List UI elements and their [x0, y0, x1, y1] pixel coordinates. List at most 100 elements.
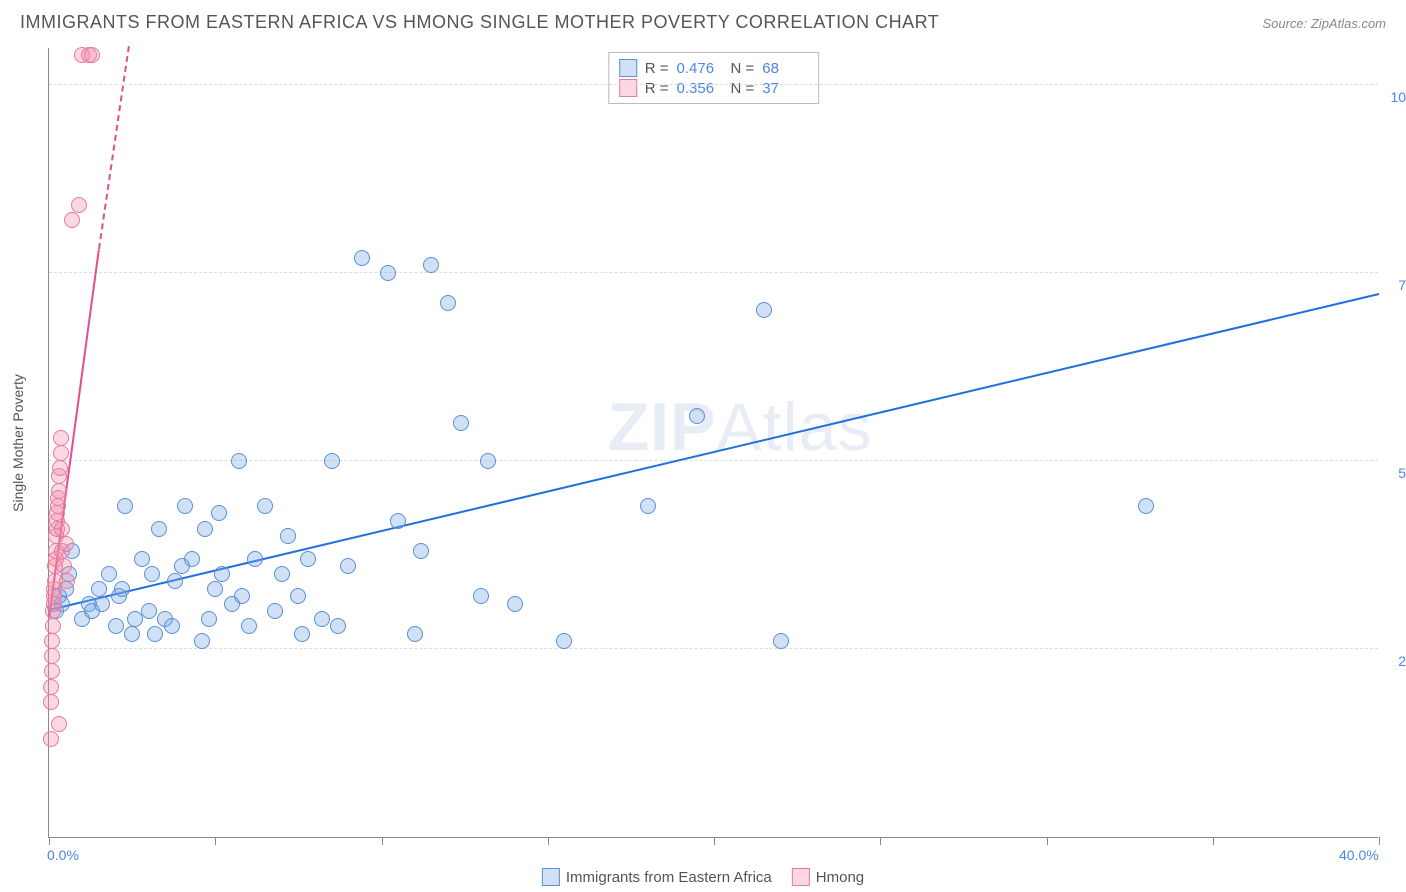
x-tick	[215, 837, 216, 845]
data-point	[177, 498, 193, 514]
data-point	[241, 618, 257, 634]
data-point	[274, 566, 290, 582]
data-point	[52, 460, 68, 476]
legend-label-2: Hmong	[816, 869, 864, 886]
gridline-h	[49, 272, 1378, 273]
data-point	[117, 498, 133, 514]
data-point	[197, 521, 213, 537]
swatch-series1	[542, 868, 560, 886]
x-tick	[1213, 837, 1214, 845]
data-point	[44, 633, 60, 649]
data-point	[44, 663, 60, 679]
data-point	[53, 430, 69, 446]
data-point	[453, 415, 469, 431]
y-tick-label: 50.0%	[1383, 465, 1406, 481]
data-point	[1138, 498, 1154, 514]
data-point	[84, 47, 100, 63]
trend-line	[98, 46, 130, 249]
data-point	[556, 633, 572, 649]
x-tick	[548, 837, 549, 845]
data-point	[756, 302, 772, 318]
data-point	[507, 596, 523, 612]
x-tick-label: 0.0%	[47, 847, 79, 863]
x-tick-label: 40.0%	[1339, 847, 1379, 863]
data-point	[51, 483, 67, 499]
data-point	[640, 498, 656, 514]
data-point	[257, 498, 273, 514]
data-point	[480, 453, 496, 469]
data-point	[390, 513, 406, 529]
data-point	[43, 731, 59, 747]
data-point	[58, 536, 74, 552]
y-tick-label: 100.0%	[1383, 89, 1406, 105]
stat-label-r: R =	[645, 60, 669, 77]
data-point	[167, 573, 183, 589]
stat-label-r: R =	[645, 80, 669, 97]
source-attribution: Source: ZipAtlas.com	[1262, 16, 1386, 31]
data-point	[773, 633, 789, 649]
data-point	[440, 295, 456, 311]
data-point	[45, 618, 61, 634]
legend-label-1: Immigrants from Eastern Africa	[566, 869, 772, 886]
data-point	[91, 581, 107, 597]
data-point	[64, 212, 80, 228]
data-point	[330, 618, 346, 634]
data-point	[267, 603, 283, 619]
data-point	[147, 626, 163, 642]
data-point	[124, 626, 140, 642]
data-point	[71, 197, 87, 213]
x-tick	[49, 837, 50, 845]
data-point	[108, 618, 124, 634]
gridline-h	[49, 84, 1378, 85]
y-axis-label: Single Mother Poverty	[10, 374, 26, 512]
chart-header: IMMIGRANTS FROM EASTERN AFRICA VS HMONG …	[0, 0, 1406, 41]
x-tick	[1047, 837, 1048, 845]
data-point	[144, 566, 160, 582]
data-point	[43, 679, 59, 695]
data-point	[280, 528, 296, 544]
data-point	[54, 521, 70, 537]
data-point	[231, 453, 247, 469]
stats-row-series2: R = 0.356 N = 37	[619, 79, 809, 97]
data-point	[294, 626, 310, 642]
data-point	[207, 581, 223, 597]
x-tick	[714, 837, 715, 845]
data-point	[101, 566, 117, 582]
data-point	[141, 603, 157, 619]
data-point	[413, 543, 429, 559]
data-point	[324, 453, 340, 469]
data-point	[164, 618, 180, 634]
data-point	[43, 694, 59, 710]
data-point	[689, 408, 705, 424]
stat-r-2: 0.356	[677, 80, 723, 97]
data-point	[94, 596, 110, 612]
y-tick-label: 25.0%	[1383, 653, 1406, 669]
stats-row-series1: R = 0.476 N = 68	[619, 59, 809, 77]
data-point	[423, 257, 439, 273]
data-point	[194, 633, 210, 649]
data-point	[354, 250, 370, 266]
x-tick	[1379, 837, 1380, 845]
correlation-stats-box: R = 0.476 N = 68 R = 0.356 N = 37	[608, 52, 820, 104]
data-point	[407, 626, 423, 642]
swatch-series2	[792, 868, 810, 886]
stat-r-1: 0.476	[677, 60, 723, 77]
data-point	[53, 445, 69, 461]
data-point	[134, 551, 150, 567]
data-point	[56, 558, 72, 574]
x-tick	[880, 837, 881, 845]
data-point	[247, 551, 263, 567]
chart-title: IMMIGRANTS FROM EASTERN AFRICA VS HMONG …	[20, 12, 939, 33]
data-point	[201, 611, 217, 627]
data-point	[234, 588, 250, 604]
stat-n-2: 37	[762, 80, 808, 97]
swatch-series2	[619, 79, 637, 97]
legend-item-series2: Hmong	[792, 868, 864, 886]
data-point	[184, 551, 200, 567]
data-point	[114, 581, 130, 597]
stat-label-n: N =	[731, 80, 755, 97]
stat-label-n: N =	[731, 60, 755, 77]
data-point	[51, 716, 67, 732]
gridline-h	[49, 648, 1378, 649]
data-point	[44, 648, 60, 664]
